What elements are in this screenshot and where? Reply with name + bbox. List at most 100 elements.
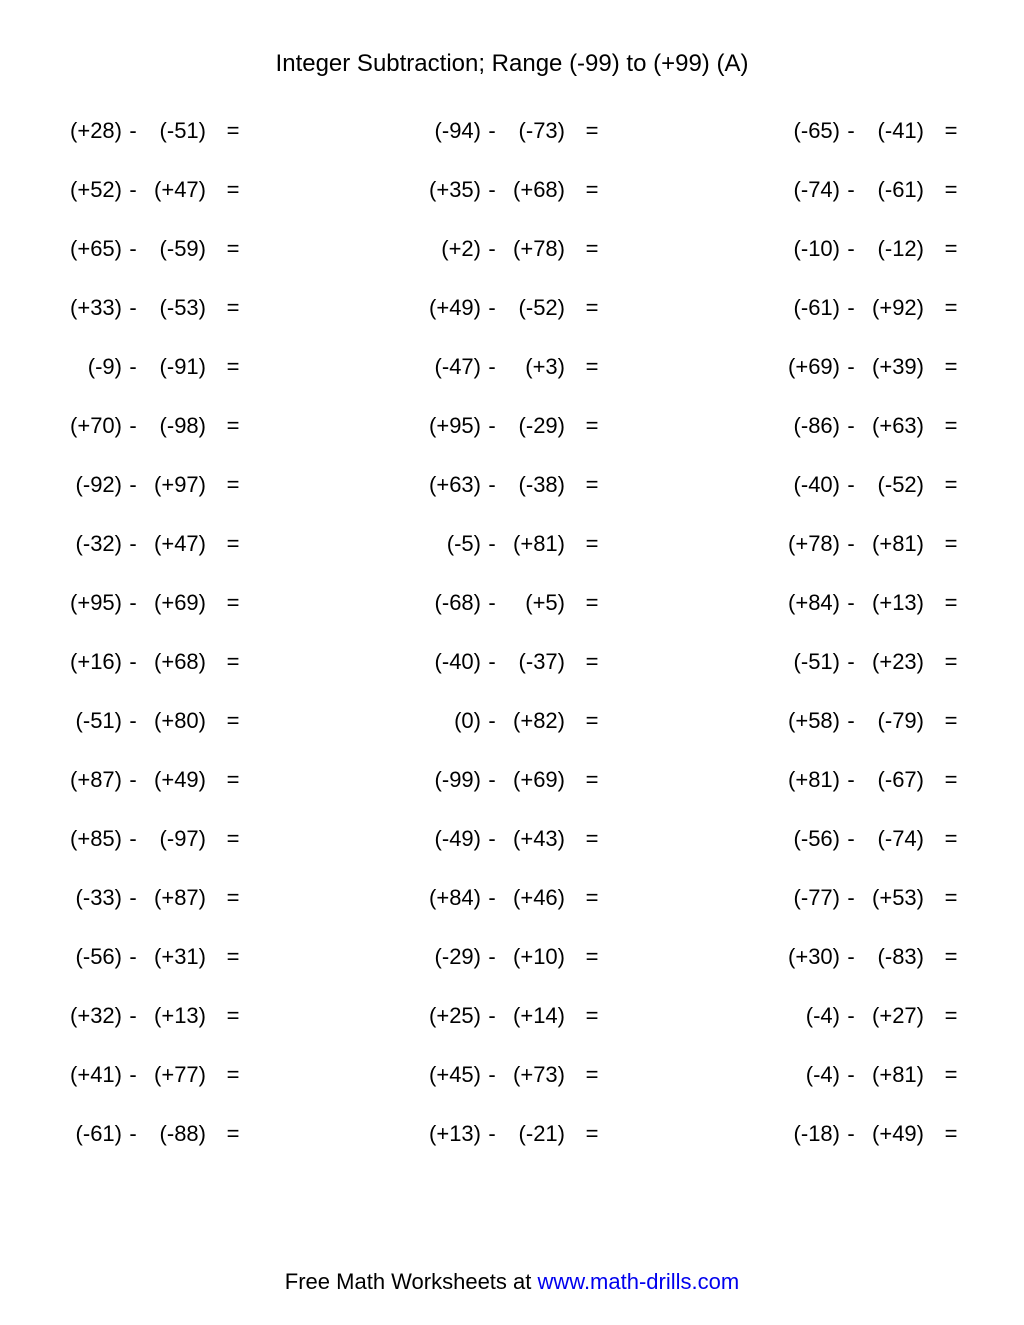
- minus-sign: -: [840, 531, 862, 557]
- equals-sign: =: [206, 1121, 246, 1147]
- minus-sign: -: [481, 118, 503, 144]
- problem-row: (+87)-(+49)=(-99)-(+69)=(+81)-(-67)=: [60, 767, 964, 793]
- problem-cell: (-5)-(+81)=: [419, 531, 605, 557]
- operand-a: (0): [419, 708, 481, 734]
- equals-sign: =: [565, 1121, 605, 1147]
- operand-b: (-91): [144, 354, 206, 380]
- operand-b: (+43): [503, 826, 565, 852]
- equals-sign: =: [565, 295, 605, 321]
- minus-sign: -: [481, 1121, 503, 1147]
- operand-b: (+68): [144, 649, 206, 675]
- operand-a: (+33): [60, 295, 122, 321]
- problem-cell: (+95)-(-29)=: [419, 413, 605, 439]
- problem-cell: (-18)-(+49)=: [778, 1121, 964, 1147]
- minus-sign: -: [840, 1121, 862, 1147]
- equals-sign: =: [206, 354, 246, 380]
- operand-b: (-41): [862, 118, 924, 144]
- problem-cell: (+41)-(+77)=: [60, 1062, 246, 1088]
- minus-sign: -: [840, 649, 862, 675]
- equals-sign: =: [924, 1003, 964, 1029]
- operand-b: (+46): [503, 885, 565, 911]
- equals-sign: =: [565, 177, 605, 203]
- operand-a: (-10): [778, 236, 840, 262]
- equals-sign: =: [206, 413, 246, 439]
- operand-b: (-21): [503, 1121, 565, 1147]
- equals-sign: =: [924, 590, 964, 616]
- operand-b: (-51): [144, 118, 206, 144]
- problem-cell: (-9)-(-91)=: [60, 354, 246, 380]
- operand-b: (-67): [862, 767, 924, 793]
- equals-sign: =: [206, 649, 246, 675]
- problem-cell: (+32)-(+13)=: [60, 1003, 246, 1029]
- operand-a: (-47): [419, 354, 481, 380]
- problem-cell: (+84)-(+13)=: [778, 590, 964, 616]
- equals-sign: =: [924, 295, 964, 321]
- operand-a: (-51): [60, 708, 122, 734]
- problem-row: (-61)-(-88)=(+13)-(-21)=(-18)-(+49)=: [60, 1121, 964, 1147]
- operand-a: (-29): [419, 944, 481, 970]
- operand-a: (-99): [419, 767, 481, 793]
- operand-a: (+49): [419, 295, 481, 321]
- problem-cell: (-40)-(-52)=: [778, 472, 964, 498]
- problem-cell: (-51)-(+80)=: [60, 708, 246, 734]
- operand-b: (+53): [862, 885, 924, 911]
- problem-cell: (-74)-(-61)=: [778, 177, 964, 203]
- operand-b: (+69): [503, 767, 565, 793]
- problem-cell: (-33)-(+87)=: [60, 885, 246, 911]
- equals-sign: =: [924, 354, 964, 380]
- problem-cell: (+49)-(-52)=: [419, 295, 605, 321]
- operand-a: (-74): [778, 177, 840, 203]
- equals-sign: =: [924, 944, 964, 970]
- operand-a: (+13): [419, 1121, 481, 1147]
- equals-sign: =: [924, 708, 964, 734]
- equals-sign: =: [924, 118, 964, 144]
- minus-sign: -: [840, 177, 862, 203]
- operand-b: (-12): [862, 236, 924, 262]
- operand-a: (-33): [60, 885, 122, 911]
- equals-sign: =: [565, 767, 605, 793]
- minus-sign: -: [481, 1062, 503, 1088]
- operand-b: (-61): [862, 177, 924, 203]
- operand-a: (-49): [419, 826, 481, 852]
- minus-sign: -: [122, 1121, 144, 1147]
- problem-cell: (-4)-(+27)=: [778, 1003, 964, 1029]
- equals-sign: =: [924, 177, 964, 203]
- equals-sign: =: [924, 826, 964, 852]
- problem-cell: (+65)-(-59)=: [60, 236, 246, 262]
- problem-cell: (-86)-(+63)=: [778, 413, 964, 439]
- operand-b: (+27): [862, 1003, 924, 1029]
- minus-sign: -: [122, 118, 144, 144]
- equals-sign: =: [924, 885, 964, 911]
- problem-cell: (-47)-(+3)=: [419, 354, 605, 380]
- operand-b: (+13): [862, 590, 924, 616]
- problem-cell: (+35)-(+68)=: [419, 177, 605, 203]
- problem-row: (+70)-(-98)=(+95)-(-29)=(-86)-(+63)=: [60, 413, 964, 439]
- operand-b: (+81): [503, 531, 565, 557]
- problem-cell: (-61)-(+92)=: [778, 295, 964, 321]
- operand-b: (-37): [503, 649, 565, 675]
- minus-sign: -: [122, 177, 144, 203]
- problem-row: (+16)-(+68)=(-40)-(-37)=(-51)-(+23)=: [60, 649, 964, 675]
- operand-a: (-61): [60, 1121, 122, 1147]
- problem-cell: (+95)-(+69)=: [60, 590, 246, 616]
- footer-link[interactable]: www.math-drills.com: [538, 1269, 740, 1294]
- minus-sign: -: [122, 590, 144, 616]
- operand-b: (+80): [144, 708, 206, 734]
- operand-a: (-40): [778, 472, 840, 498]
- operand-b: (-79): [862, 708, 924, 734]
- equals-sign: =: [565, 885, 605, 911]
- problem-row: (+41)-(+77)=(+45)-(+73)=(-4)-(+81)=: [60, 1062, 964, 1088]
- operand-b: (+78): [503, 236, 565, 262]
- minus-sign: -: [122, 649, 144, 675]
- problem-cell: (+63)-(-38)=: [419, 472, 605, 498]
- equals-sign: =: [565, 236, 605, 262]
- operand-b: (+63): [862, 413, 924, 439]
- operand-a: (-18): [778, 1121, 840, 1147]
- minus-sign: -: [481, 354, 503, 380]
- operand-a: (-5): [419, 531, 481, 557]
- equals-sign: =: [206, 118, 246, 144]
- equals-sign: =: [565, 531, 605, 557]
- problem-row: (+33)-(-53)=(+49)-(-52)=(-61)-(+92)=: [60, 295, 964, 321]
- equals-sign: =: [206, 826, 246, 852]
- minus-sign: -: [840, 1003, 862, 1029]
